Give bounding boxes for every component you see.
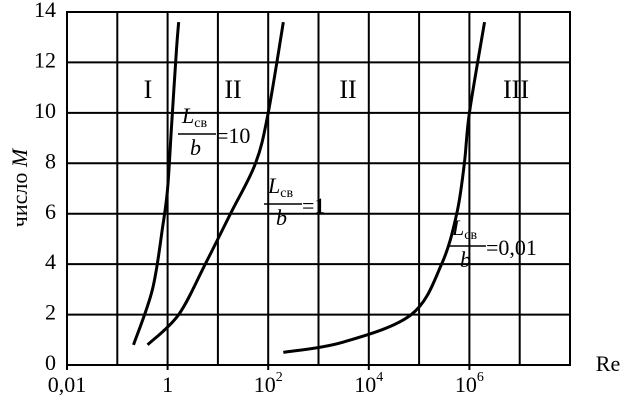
annotation-value: =10 [216,123,250,148]
region-label: III [503,75,529,104]
x-tick-label: 104 [354,370,383,397]
x-tick-label-exponent: 4 [376,370,383,385]
annotation-denominator: b [276,205,287,230]
y-tick-label: 4 [45,249,56,274]
y-tick-label: 10 [34,98,56,123]
x-tick-label: 106 [455,370,484,397]
annotation-subscript: св [194,116,207,131]
x-tick-label: 0,01 [48,372,87,397]
y-tick-label: 14 [34,0,56,22]
x-tick-label-base: 10 [354,372,376,397]
y-tick-label: 8 [45,148,56,173]
annotation-subscript: св [280,186,293,201]
x-tick-label-base: 10 [455,372,477,397]
x-tick-label-base: 10 [254,372,276,397]
annotation-subscript: св [464,228,477,243]
y-tick-label: 6 [45,199,56,224]
x-tick-label-exponent: 2 [276,370,283,385]
y-tick-label: 12 [34,47,56,72]
curve [283,21,487,354]
region-label: II [339,75,356,104]
y-tick-label: 0 [45,350,56,375]
x-axis-label: Re [596,351,620,376]
annotation-symbol: L [451,215,464,240]
annotation-symbol: L [181,103,194,128]
plot-frame [66,11,571,366]
annotation-symbol: L [267,173,280,198]
annotation-value: =1 [302,193,325,218]
annotation-denominator: b [460,247,471,272]
annotation-denominator: b [190,135,201,160]
curve [132,21,181,346]
y-axis-label: число M [7,147,32,227]
annotation-value: =0,01 [486,235,537,260]
annotation-numerator: Lсв [267,173,293,201]
x-tick-label-base: 0,01 [48,372,87,397]
x-tick-label: 102 [254,370,283,397]
curve [146,21,285,346]
x-tick-label: 1 [162,372,173,397]
y-tick-label: 2 [45,300,56,325]
annotation-numerator: Lсв [181,103,207,131]
annotation-numerator: Lсв [451,215,477,243]
x-tick-label-exponent: 6 [477,370,484,385]
region-label: I [144,75,153,104]
region-label: II [224,75,241,104]
